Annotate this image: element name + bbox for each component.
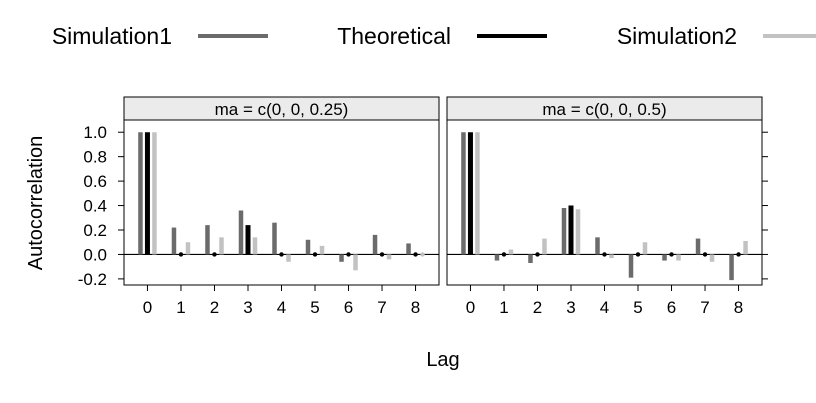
- strip-label: ma = c(0, 0, 0.5): [542, 100, 666, 119]
- x-tick-label: 0: [143, 298, 152, 317]
- point-theoretical-lag-6: [346, 252, 351, 257]
- x-axis-label: Lag: [426, 349, 459, 371]
- x-tick-label: 3: [566, 298, 575, 317]
- panel-frame: [446, 119, 763, 286]
- y-tick-label: 0.0: [83, 245, 107, 264]
- panel-frame: [123, 119, 440, 286]
- y-tick-label: 0.6: [83, 172, 107, 191]
- legend: Simulation1 Theoretical Simulation2: [52, 23, 816, 49]
- x-tick-label: 7: [377, 298, 386, 317]
- point-theoretical-lag-7: [702, 252, 708, 257]
- x-tick-label: 1: [176, 298, 185, 317]
- point-theoretical-lag-7: [379, 252, 385, 257]
- x-tick-label: 7: [700, 298, 709, 317]
- y-axis-label: Autocorrelation: [25, 136, 47, 271]
- bars: [447, 132, 762, 281]
- point-theoretical-lag-5: [635, 252, 641, 257]
- point-theoretical-lag-2: [212, 252, 217, 257]
- x-tick-label: 3: [243, 298, 252, 317]
- x-axis: 0 1 2 3 4 5 6 7 8 0 1 2 3 4 5 6 7 8: [143, 285, 743, 317]
- point-theoretical-lag-8: [736, 252, 741, 257]
- x-tick-label: 8: [734, 298, 743, 317]
- y-tick-label: 0.4: [83, 197, 107, 216]
- legend-label-simulation1: Simulation1: [52, 23, 172, 49]
- x-tick-label: 5: [633, 298, 642, 317]
- x-tick-label: 0: [466, 298, 475, 317]
- point-simulation2-lag-8: [420, 252, 425, 257]
- y-tick-label: 0.2: [83, 221, 107, 240]
- panel-2: ma = c(0, 0, 0.5): [446, 96, 763, 286]
- strip-label: ma = c(0, 0, 0.25): [215, 100, 349, 119]
- y-tick-label: 0.8: [83, 148, 107, 167]
- x-tick-label: 2: [533, 298, 542, 317]
- x-tick-label: 1: [499, 298, 508, 317]
- legend-label-simulation2: Simulation2: [617, 23, 737, 49]
- x-tick-label: 4: [277, 298, 286, 317]
- point-theoretical-lag-2: [535, 252, 540, 257]
- x-tick-label: 6: [344, 298, 353, 317]
- x-tick-label: 5: [310, 298, 319, 317]
- point-theoretical-lag-6: [669, 252, 674, 257]
- panel-1: ma = c(0, 0, 0.25): [123, 96, 440, 286]
- x-tick-label: 4: [600, 298, 609, 317]
- point-theoretical-lag-4: [279, 252, 284, 257]
- x-tick-label: 8: [411, 298, 420, 317]
- point-theoretical-lag-8: [413, 252, 418, 257]
- x-tick-label: 2: [210, 298, 219, 317]
- x-tick-label: 6: [667, 298, 676, 317]
- point-theoretical-lag-5: [312, 252, 318, 257]
- point-theoretical-lag-1: [178, 252, 184, 257]
- point-theoretical-lag-1: [501, 252, 507, 257]
- y-axis: -0.2 0.0 0.2 0.4 0.6 0.8 1.0: [78, 123, 768, 289]
- point-theoretical-lag-4: [602, 252, 607, 257]
- bars: [124, 132, 439, 271]
- y-tick-label: -0.2: [78, 270, 107, 289]
- legend-label-theoretical: Theoretical: [337, 23, 451, 49]
- y-tick-label: 1.0: [83, 123, 107, 142]
